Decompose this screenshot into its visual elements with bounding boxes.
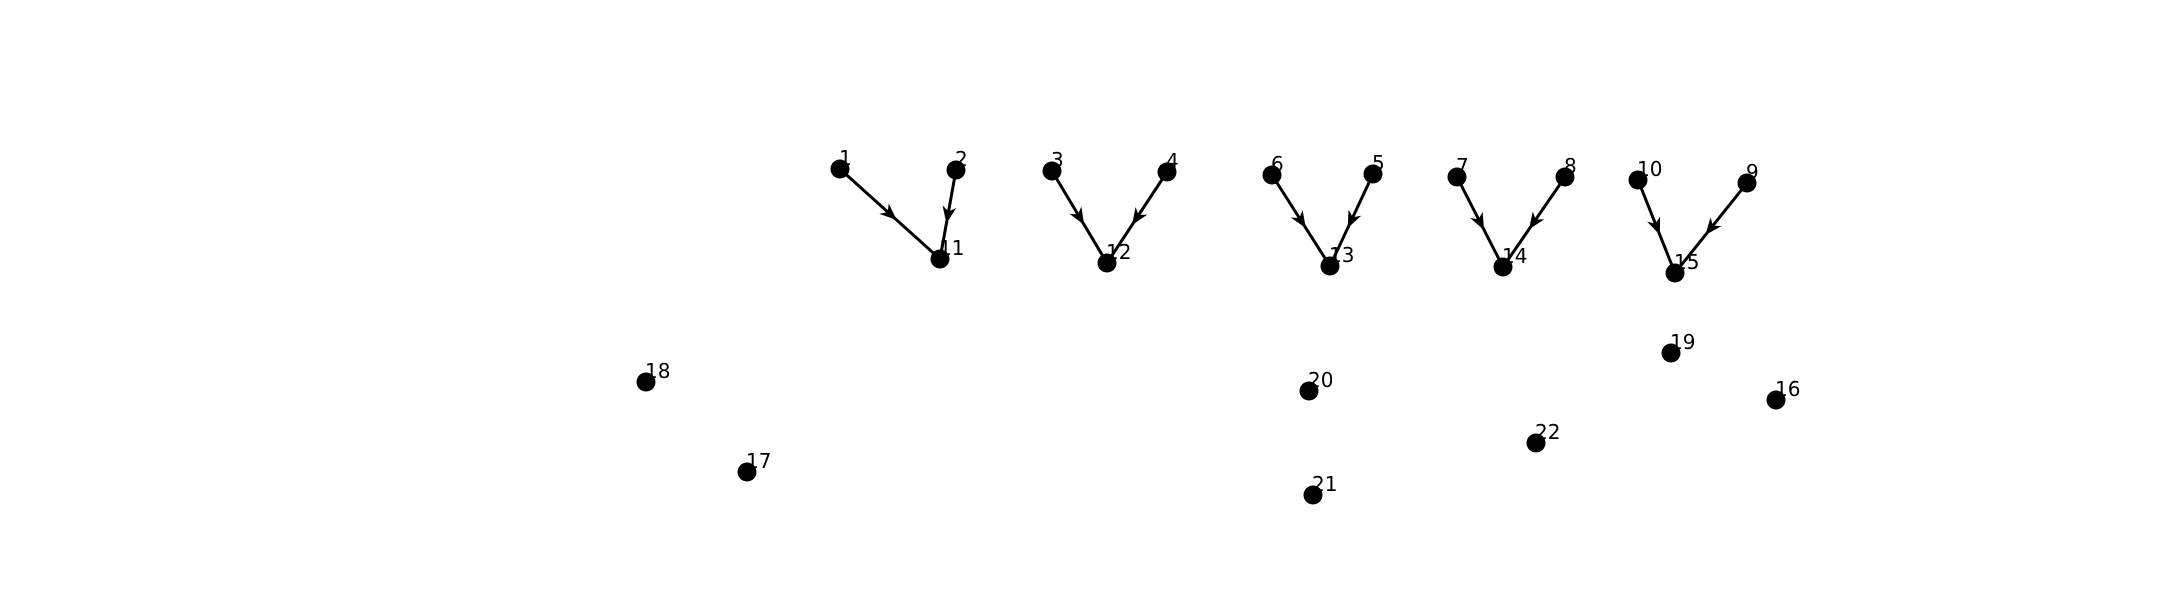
node-label: 5: [1372, 151, 1385, 175]
arrowhead-icon: [1069, 206, 1085, 225]
node-6: 6: [1262, 152, 1284, 185]
node-marker: [1299, 381, 1319, 401]
node-15: 15: [1665, 250, 1699, 283]
edges-layer: [838, 167, 1749, 274]
edge-10-to-15: [1636, 179, 1677, 274]
node-label: 6: [1271, 152, 1284, 176]
node-2: 2: [946, 147, 968, 180]
node-3: 3: [1042, 148, 1064, 181]
node-label: 14: [1502, 244, 1527, 268]
edge-6-to-13: [1270, 174, 1332, 267]
arrowhead-icon: [1528, 211, 1545, 230]
node-1: 1: [830, 146, 852, 179]
node-label: 10: [1637, 157, 1662, 181]
edge-9-to-15: [1673, 182, 1749, 274]
node-label: 15: [1674, 250, 1699, 274]
node-marker: [830, 159, 850, 179]
node-marker: [1042, 161, 1062, 181]
node-label: 11: [939, 236, 964, 260]
node-label: 3: [1051, 148, 1064, 172]
node-marker: [1097, 253, 1117, 273]
node-22: 22: [1526, 420, 1560, 453]
node-label: 13: [1329, 243, 1354, 267]
node-marker: [930, 249, 950, 269]
node-11: 11: [930, 236, 964, 269]
arrowhead-icon: [879, 203, 897, 221]
arrowhead-icon: [1290, 209, 1306, 229]
node-5: 5: [1363, 151, 1385, 184]
node-label: 19: [1670, 330, 1695, 354]
node-label: 8: [1564, 154, 1577, 178]
node-marker: [1493, 257, 1513, 277]
edge-7-to-14: [1455, 176, 1505, 268]
node-label: 4: [1166, 149, 1179, 173]
arrowhead-icon: [942, 205, 957, 224]
node-label: 18: [645, 359, 670, 383]
node-20: 20: [1299, 368, 1333, 401]
node-8: 8: [1555, 154, 1577, 187]
node-label: 12: [1106, 240, 1131, 264]
node-label: 9: [1746, 160, 1759, 184]
arrowhead-icon: [1470, 211, 1485, 231]
node-marker: [636, 372, 656, 392]
node-label: 20: [1308, 368, 1333, 392]
arrowhead-icon: [1705, 217, 1722, 236]
edge-5-to-13: [1328, 173, 1375, 267]
node-marker: [1737, 173, 1757, 193]
node-4: 4: [1157, 149, 1179, 182]
node-marker: [946, 160, 966, 180]
node-marker: [737, 462, 757, 482]
arrowhead-icon: [1347, 209, 1362, 229]
node-marker: [1628, 170, 1648, 190]
edge-4-to-12: [1105, 171, 1169, 264]
node-21: 21: [1303, 472, 1337, 505]
node-marker: [1661, 343, 1681, 363]
node-marker: [1320, 256, 1340, 276]
arrowhead-icon: [1132, 206, 1148, 226]
edge-8-to-14: [1501, 176, 1567, 268]
node-12: 12: [1097, 240, 1131, 273]
node-13: 13: [1320, 243, 1354, 276]
node-marker: [1157, 162, 1177, 182]
node-marker: [1665, 263, 1685, 283]
node-10: 10: [1628, 157, 1662, 190]
node-label: 21: [1312, 472, 1337, 496]
node-marker: [1447, 167, 1467, 187]
node-label: 22: [1535, 420, 1560, 444]
node-16: 16: [1766, 377, 1800, 410]
node-7: 7: [1447, 154, 1469, 187]
node-14: 14: [1493, 244, 1527, 277]
node-9: 9: [1737, 160, 1759, 193]
node-18: 18: [636, 359, 670, 392]
node-17: 17: [737, 449, 771, 482]
edge-2-to-11: [938, 169, 958, 260]
node-19: 19: [1661, 330, 1695, 363]
edge-3-to-12: [1050, 170, 1109, 264]
edge-1-to-11: [838, 167, 942, 261]
arrowhead-icon: [1647, 216, 1661, 235]
node-marker: [1363, 164, 1383, 184]
node-label: 7: [1456, 154, 1469, 178]
node-marker: [1526, 433, 1546, 453]
node-label: 2: [955, 147, 968, 171]
node-marker: [1555, 167, 1575, 187]
node-label: 17: [746, 449, 771, 473]
node-label: 1: [839, 146, 852, 170]
node-marker: [1766, 390, 1786, 410]
node-marker: [1303, 485, 1323, 505]
node-label: 16: [1775, 377, 1800, 401]
node-marker: [1262, 165, 1282, 185]
